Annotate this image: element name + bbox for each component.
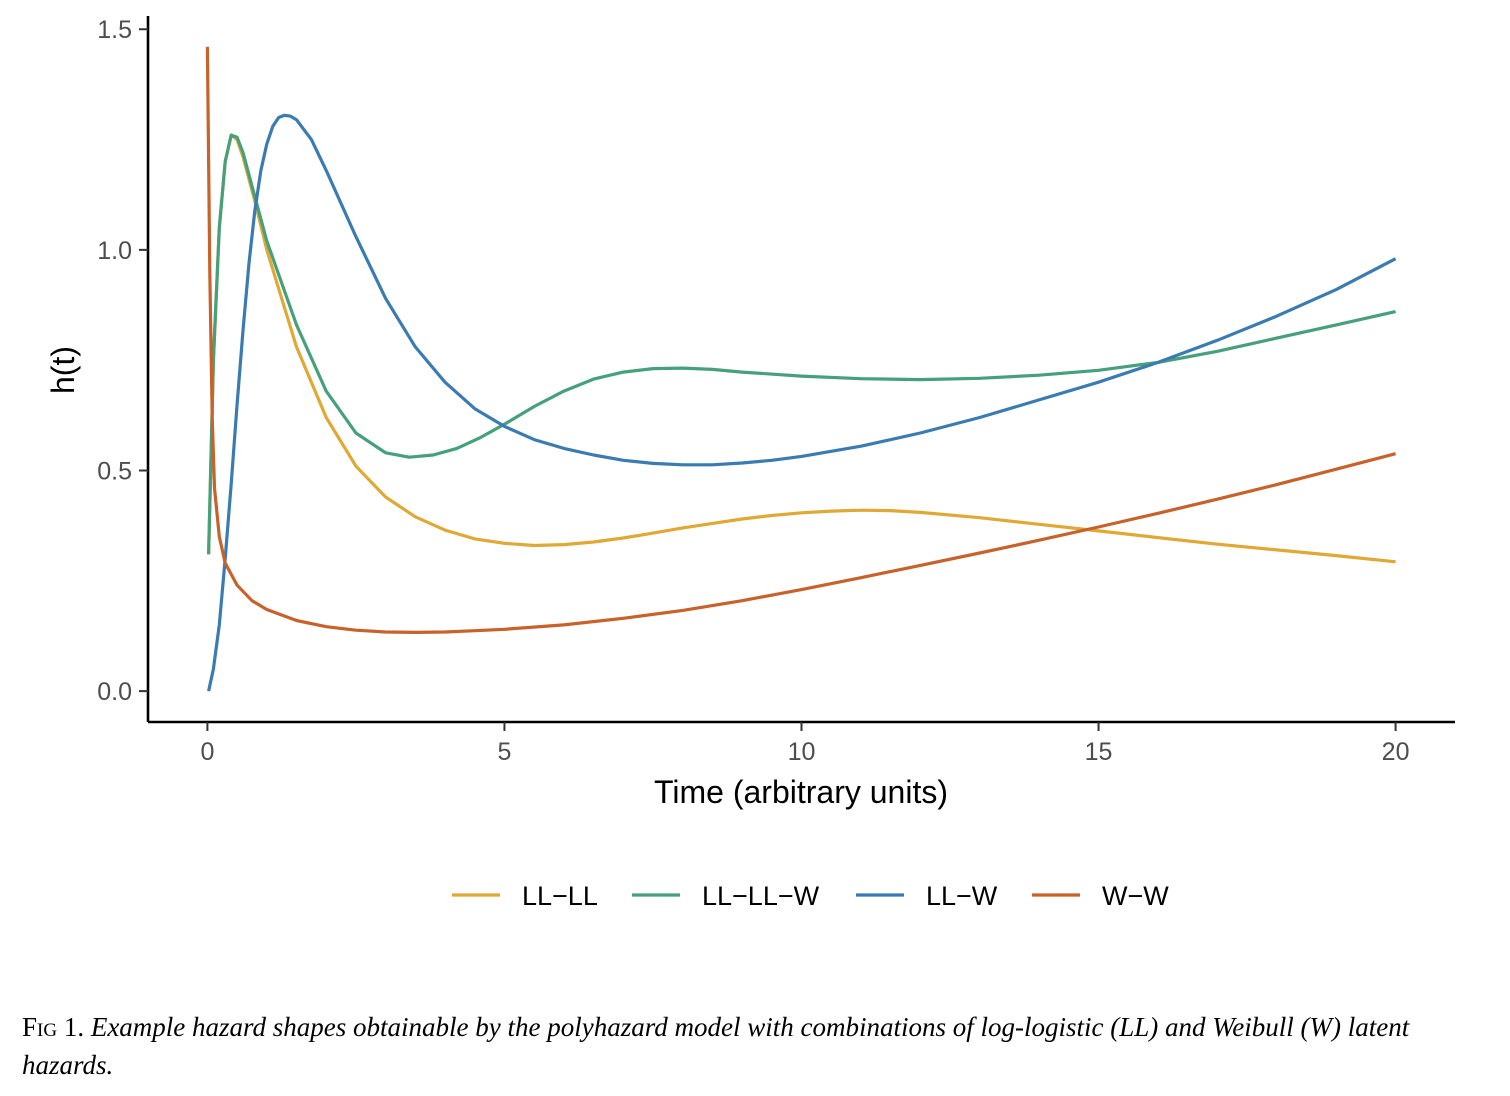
legend-label-3: W−W <box>1102 881 1169 911</box>
legend-label-1: LL−LL−W <box>702 881 820 911</box>
ticks-layer: 0 5 10 15 20 0.0 0.5 1.0 1.5 <box>97 16 1409 766</box>
y-axis-title: h(t) <box>45 346 81 394</box>
legend-label-0: LL−LL <box>522 881 598 911</box>
y-tick-label-3: 1.5 <box>97 16 132 44</box>
series-line-2 <box>207 113 1397 692</box>
x-tick-label-3: 15 <box>1085 738 1113 766</box>
x-tick-label-1: 5 <box>498 738 512 766</box>
y-tick-label-0: 0.0 <box>97 678 132 706</box>
x-tick-label-2: 10 <box>788 738 816 766</box>
series-layer <box>205 46 1397 692</box>
x-axis-title: Time (arbitrary units) <box>654 774 948 810</box>
caption-label: Fig 1. <box>22 1012 85 1042</box>
x-tick-label-4: 20 <box>1382 738 1410 766</box>
x-tick-label-0: 0 <box>200 738 214 766</box>
y-tick-label-1: 0.5 <box>97 457 132 485</box>
series-line-3 <box>205 46 1397 634</box>
axes-layer <box>146 16 1455 724</box>
legend: LL−LL LL−LL−W LL−W W−W <box>452 881 1169 911</box>
caption-text: Example hazard shapes obtainable by the … <box>22 1012 1410 1080</box>
series-line-1 <box>207 133 1396 555</box>
legend-label-2: LL−W <box>926 881 998 911</box>
figure-caption: Fig 1. Example hazard shapes obtainable … <box>22 1008 1492 1084</box>
y-tick-label-2: 1.0 <box>97 237 132 265</box>
